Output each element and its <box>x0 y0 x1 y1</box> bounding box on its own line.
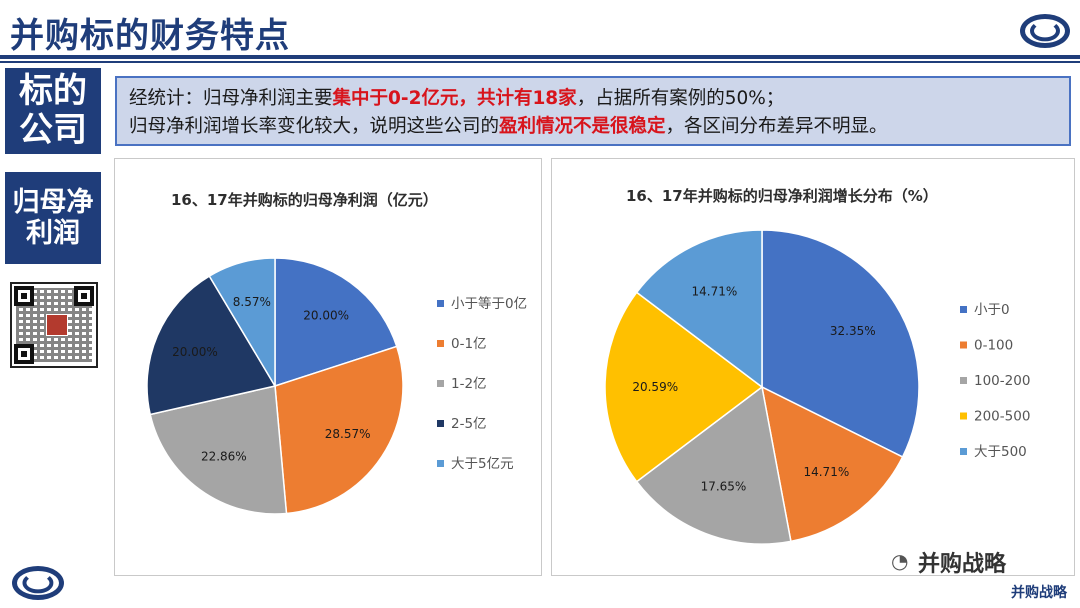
chart-title: 16、17年并购标的归母净利润（亿元） <box>171 191 438 209</box>
page-title: 并购标的财务特点 <box>10 16 290 56</box>
slice-data-label: 14.71% <box>692 284 738 298</box>
slice-data-label: 14.71% <box>803 465 849 479</box>
slice-data-label: 20.00% <box>303 309 349 323</box>
note-text: 归母净利润增长率变化较大，说明这些公司的 <box>129 116 500 137</box>
legend-label: 大于500 <box>974 444 1027 460</box>
note-line-2: 归母净利润增长率变化较大，说明这些公司的盈利情况不是很稳定，各区间分布差异不明显… <box>129 113 1057 141</box>
qr-finder <box>74 286 94 306</box>
pie-slice <box>274 257 398 388</box>
legend-swatch <box>437 460 444 467</box>
legend-label: 小于等于0亿 <box>451 295 527 312</box>
sidebar-line: 标的 <box>19 70 87 111</box>
legend-label: 0-1亿 <box>451 336 487 352</box>
pie-slice <box>760 385 904 543</box>
qr-badge-icon <box>46 314 68 336</box>
corner-brand: 并购战略 <box>1011 585 1067 601</box>
legend-label: 0-100 <box>974 338 1013 354</box>
chart-title: 16、17年并购标的归母净利润增长分布（%） <box>626 187 938 205</box>
chart-panel-growth: 16、17年并购标的归母净利润增长分布（%） 32.35% 14.71% 17.65… <box>551 158 1075 576</box>
legend-swatch <box>437 380 444 387</box>
legend-label: 1-2亿 <box>451 376 487 392</box>
slice-data-label: 20.00% <box>172 345 218 359</box>
legend-label: 大于5亿元 <box>451 456 514 472</box>
legend-swatch <box>437 420 444 427</box>
pie-slice <box>146 275 277 416</box>
sidebar-section-target-company: 标的 公司 <box>5 68 101 154</box>
legend-swatch <box>437 300 444 307</box>
brand-logo-icon <box>12 566 64 600</box>
pie-chart-growth: 32.35% 14.71% 17.65% 20.59% 14.71% 小于0 0-100 10… <box>604 229 1030 545</box>
note-highlight: 集中于0-2亿元，共计有18家 <box>332 88 577 109</box>
note-text: ，占据所有案例的50%； <box>576 88 785 109</box>
summary-note: 经统计：归母净利润主要集中于0-2亿元，共计有18家，占据所有案例的50%； 归… <box>115 76 1071 146</box>
qr-code-icon <box>10 282 98 368</box>
sidebar-line: 公司 <box>19 110 87 150</box>
sidebar-line: 归母净 <box>12 186 94 218</box>
pie-slice <box>149 385 288 515</box>
slice-data-label: 20.59% <box>632 380 678 394</box>
legend-swatch <box>960 341 967 349</box>
legend-swatch <box>960 306 967 313</box>
pie-slice <box>604 291 764 483</box>
header-divider-thin <box>0 61 1080 63</box>
pie-slice <box>208 257 276 389</box>
sidebar-line: 利润 <box>26 218 80 249</box>
sidebar-section-net-profit: 归母净 利润 <box>5 172 101 264</box>
slice-data-label: 32.35% <box>830 324 876 338</box>
legend-swatch <box>437 340 444 347</box>
note-text: ，各区间分布差异不明显。 <box>665 116 888 137</box>
legend-swatch <box>960 377 967 384</box>
legend-label: 100-200 <box>974 373 1030 389</box>
note-text: 经统计：归母净利润主要 <box>129 88 333 109</box>
header-divider <box>0 55 1080 59</box>
pie-slice <box>761 229 920 458</box>
chart-panel-net-profit: 16、17年并购标的归母净利润（亿元） 20.00% 28.57% 22.86% 20… <box>114 158 542 576</box>
legend-swatch <box>960 448 967 455</box>
pie-slice <box>635 385 792 545</box>
legend-label: 200-500 <box>974 409 1030 425</box>
slice-data-label: 22.86% <box>201 449 247 463</box>
pie-slice <box>274 345 404 515</box>
slice-data-label: 28.57% <box>325 427 371 441</box>
watermark-text: 并购战略 <box>918 552 1007 577</box>
slice-data-label: 17.65% <box>701 480 747 494</box>
note-highlight: 盈利情况不是很稳定 <box>499 116 666 137</box>
qr-finder <box>14 286 34 306</box>
legend-label: 2-5亿 <box>451 416 487 432</box>
brand-logo-icon <box>1020 14 1070 48</box>
pie-chart-net-profit: 20.00% 28.57% 22.86% 20.00% 8.57% 小于等于0亿 0-1亿 1… <box>146 257 527 515</box>
note-line-1: 经统计：归母净利润主要集中于0-2亿元，共计有18家，占据所有案例的50%； <box>129 85 1057 113</box>
qr-finder <box>14 344 34 364</box>
legend-label: 小于0 <box>974 302 1010 318</box>
pie-slice <box>635 229 763 389</box>
slice-data-label: 8.57% <box>233 295 271 309</box>
wechat-icon: ◔ <box>891 549 909 573</box>
legend-swatch <box>960 412 967 420</box>
